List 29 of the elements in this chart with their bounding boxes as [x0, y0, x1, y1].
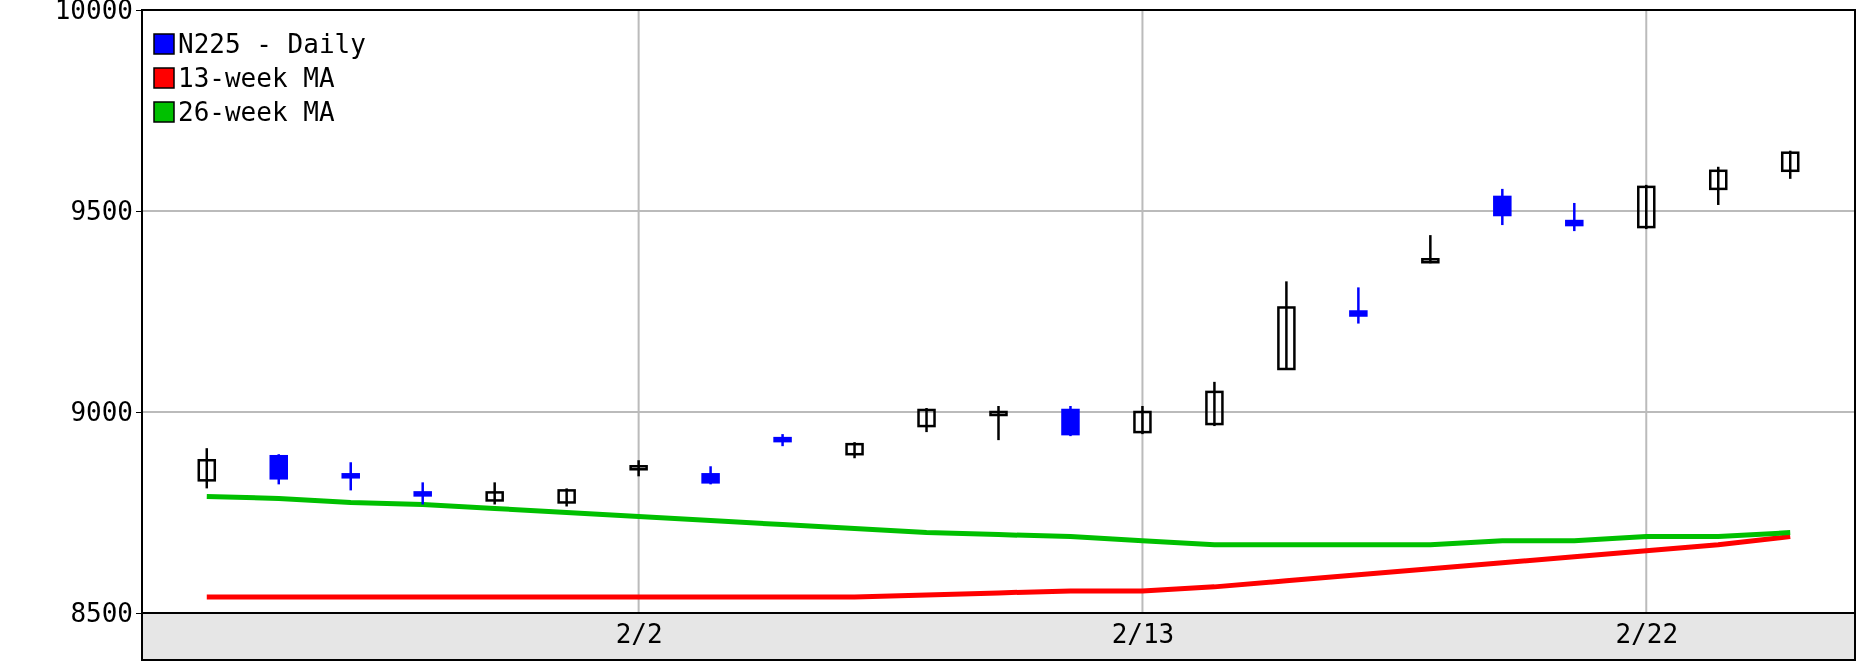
candlestick: [845, 440, 864, 460]
y-tick-label: 8500: [70, 597, 133, 628]
candlestick: [485, 481, 504, 506]
candlestick: [1133, 404, 1152, 436]
candlestick: [1637, 183, 1656, 231]
legend-label: 26-week MA: [178, 97, 335, 127]
candlestick: [989, 404, 1008, 442]
x-tick-label: 2/22: [1615, 619, 1679, 650]
candlestick: [1349, 286, 1368, 325]
candlestick: [1421, 233, 1440, 265]
y-tick-label: 10000: [54, 0, 133, 25]
candlestick: [413, 481, 432, 506]
candlestick: [1493, 187, 1512, 227]
candlestick: [1780, 149, 1800, 181]
x-tick-label: 2/13: [1111, 619, 1175, 650]
candlestick: [1277, 280, 1296, 372]
candlestick: [917, 406, 936, 434]
legend-label: 13-week MA: [178, 63, 335, 93]
candlestick: [1709, 165, 1728, 207]
candlestick: [1565, 201, 1584, 233]
candlestick: [557, 487, 576, 508]
candlestick: [197, 446, 217, 490]
legend-label: N225 - Daily: [178, 29, 366, 59]
candlestick: [1205, 380, 1224, 428]
candlestick: [341, 461, 360, 492]
x-tick-label: 2/2: [615, 619, 663, 650]
y-tick-label: 9000: [70, 396, 133, 427]
candlestick: [269, 452, 288, 486]
y-tick-label: 9500: [70, 195, 133, 226]
